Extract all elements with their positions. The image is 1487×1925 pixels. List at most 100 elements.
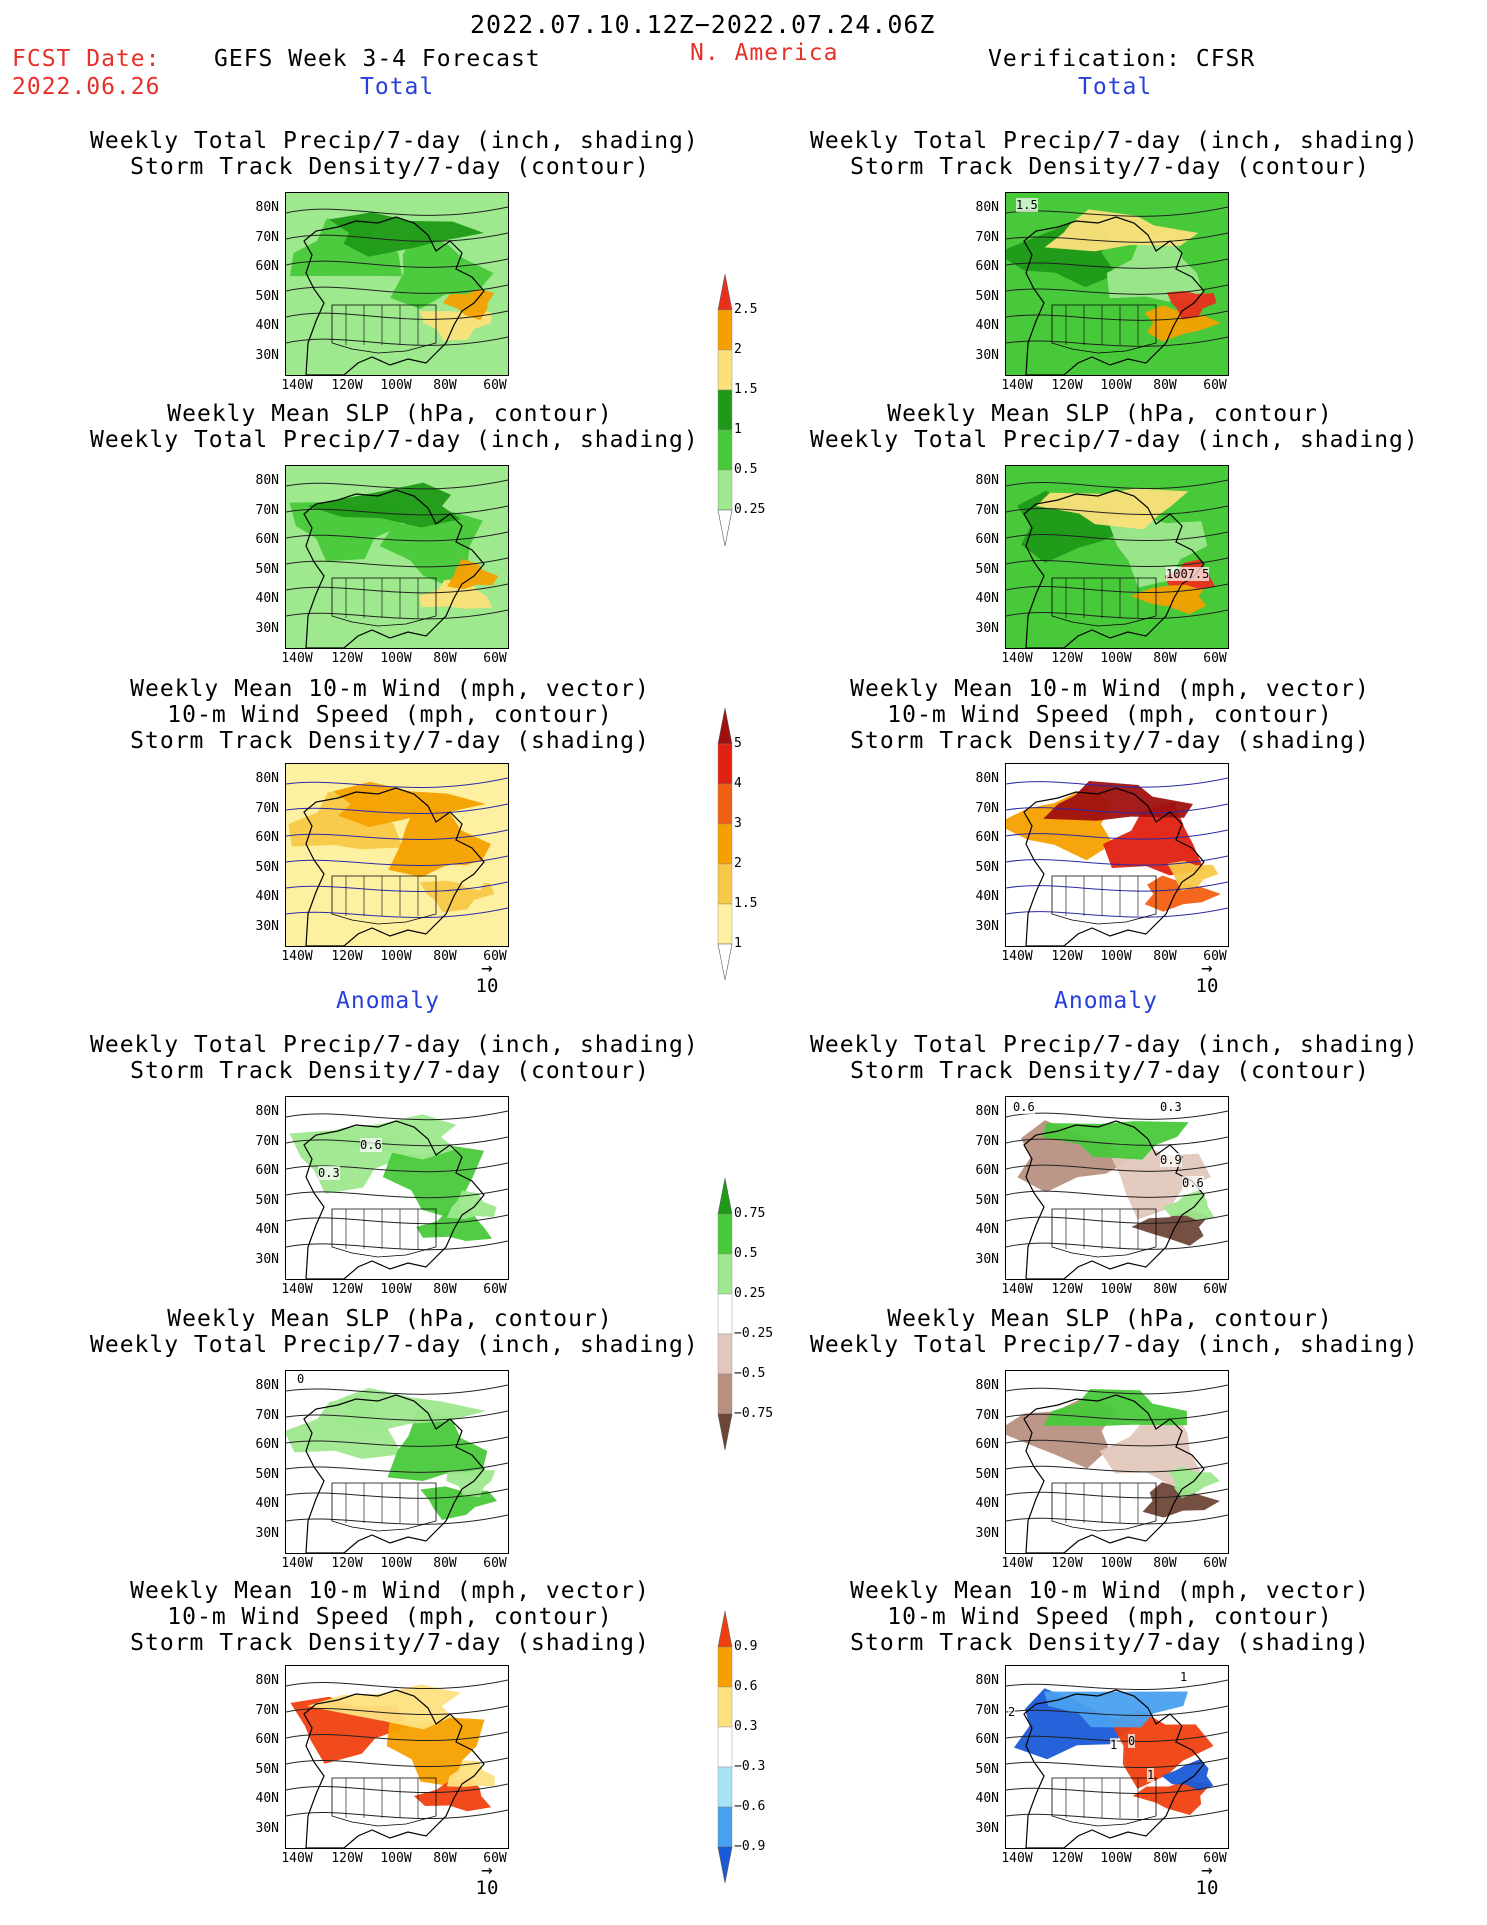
colorbar-storm-total [717, 707, 733, 981]
map-canvas [286, 764, 508, 946]
panel-title-line: Weekly Total Precip/7-day (inch, shading… [90, 1032, 699, 1058]
lat-label: 40N [255, 1496, 279, 1511]
us-border [1051, 875, 1157, 925]
contour-line [286, 1731, 508, 1742]
vector-ref-arrow-icon: → [1201, 1859, 1213, 1881]
panel-title-line: Weekly Total Precip/7-day (inch, shading… [90, 1332, 699, 1358]
coastline [303, 1689, 485, 1848]
lon-label: 140W [281, 1556, 313, 1571]
map-plot [1005, 763, 1229, 947]
shading-region [442, 289, 495, 321]
map-canvas [286, 1371, 508, 1553]
shading-region [1161, 1759, 1214, 1791]
contour-label: 0.3 [1160, 1100, 1182, 1114]
lon-label: 60W [1203, 651, 1227, 666]
map-plot [285, 763, 509, 947]
colorbar-label: −0.75 [734, 1406, 774, 1421]
contour-line [1006, 855, 1228, 866]
lat-label: 40N [975, 1496, 999, 1511]
lon-label: 120W [1051, 949, 1083, 964]
colorbar-label: 0.25 [734, 502, 766, 517]
contour-line [1006, 557, 1228, 568]
colorbar-segment [717, 1373, 733, 1415]
lat-label: 60N [975, 830, 999, 845]
contour-line [1006, 1436, 1228, 1447]
map-plot [285, 1665, 509, 1849]
lon-label: 100W [380, 378, 412, 393]
contour-label: 1 [1147, 1768, 1155, 1782]
lon-label: 60W [1203, 1282, 1227, 1297]
colorbar-label: 0.3 [734, 1719, 758, 1734]
contour-line [286, 206, 508, 216]
map-plot [1005, 192, 1229, 376]
lon-label: 80W [1153, 1556, 1177, 1571]
lat-label: 60N [255, 1732, 279, 1747]
lat-label: 60N [255, 1437, 279, 1452]
vector-ref-arrow-icon: → [481, 1859, 493, 1881]
panel-title-line: Weekly Total Precip/7-day (inch, shading… [90, 427, 699, 453]
lat-label: 50N [975, 562, 999, 577]
lon-label: 140W [281, 1851, 313, 1866]
contour-line [1006, 284, 1228, 295]
contour-line [1006, 1214, 1228, 1224]
shading-region [419, 578, 493, 609]
lat-label: 40N [975, 889, 999, 904]
shading-region [333, 1387, 486, 1434]
lat-label: 30N [975, 621, 999, 636]
coastline [303, 1394, 485, 1553]
lat-label: 70N [255, 230, 279, 245]
lon-label: 100W [1100, 1282, 1132, 1297]
coastline [1023, 787, 1205, 946]
lon-label: 80W [1153, 378, 1177, 393]
shading-region [447, 559, 499, 590]
contour-line [286, 1462, 508, 1473]
contour-line [1006, 1384, 1228, 1395]
panel-title-line: Weekly Total Precip/7-day (inch, shading… [810, 1332, 1419, 1358]
contour-line [286, 1188, 508, 1199]
shading-region [390, 230, 494, 309]
panel-title-line: Weekly Mean SLP (hPa, contour) [887, 401, 1333, 427]
colorbar-bottom-arrow [717, 943, 733, 981]
lat-label: 60N [255, 830, 279, 845]
vector-ref-arrow-icon: → [1201, 957, 1213, 979]
lat-label: 70N [255, 801, 279, 816]
lon-label: 120W [1051, 1282, 1083, 1297]
map-canvas [1006, 764, 1228, 946]
panel-title-line: 10-m Wind Speed (mph, contour) [887, 1604, 1333, 1630]
shading-region [306, 1684, 461, 1730]
shading-region [329, 212, 484, 257]
contour-line [286, 531, 508, 542]
contour-line [1006, 829, 1228, 840]
lat-label: 50N [975, 289, 999, 304]
lon-label: 60W [483, 651, 507, 666]
contour-line [286, 1705, 508, 1716]
contour-line [286, 1436, 508, 1447]
colorbar-segment [717, 429, 733, 471]
lon-label: 100W [1100, 378, 1132, 393]
panel-title-line: Weekly Mean 10-m Wind (mph, vector) [130, 676, 650, 702]
contour-line [286, 1679, 508, 1690]
lat-label: 60N [255, 259, 279, 274]
contour-label: 0 [297, 1372, 305, 1386]
lon-label: 140W [1001, 651, 1033, 666]
panel-title-line: Storm Track Density/7-day (shading) [130, 1630, 650, 1656]
shading-region [446, 1190, 497, 1219]
lat-label: 40N [255, 318, 279, 333]
lat-label: 70N [975, 230, 999, 245]
lat-label: 80N [255, 1378, 279, 1393]
lon-label: 100W [1100, 949, 1132, 964]
region-label: N. America [690, 40, 839, 66]
lat-label: 30N [255, 919, 279, 934]
colorbar-label: 5 [734, 736, 742, 751]
coastline [303, 1120, 485, 1279]
lon-label: 100W [380, 1282, 412, 1297]
colorbar-segment [717, 469, 733, 511]
lon-label: 60W [483, 1851, 507, 1866]
colorbar-label: 1 [734, 936, 742, 951]
contour-line [1006, 531, 1228, 542]
shading-region [1167, 860, 1219, 891]
panel-title-line: Weekly Mean SLP (hPa, contour) [887, 1306, 1333, 1332]
map-plot [285, 1370, 509, 1554]
contour-line [1006, 310, 1228, 321]
vector-ref-arrow-icon: → [481, 957, 493, 979]
